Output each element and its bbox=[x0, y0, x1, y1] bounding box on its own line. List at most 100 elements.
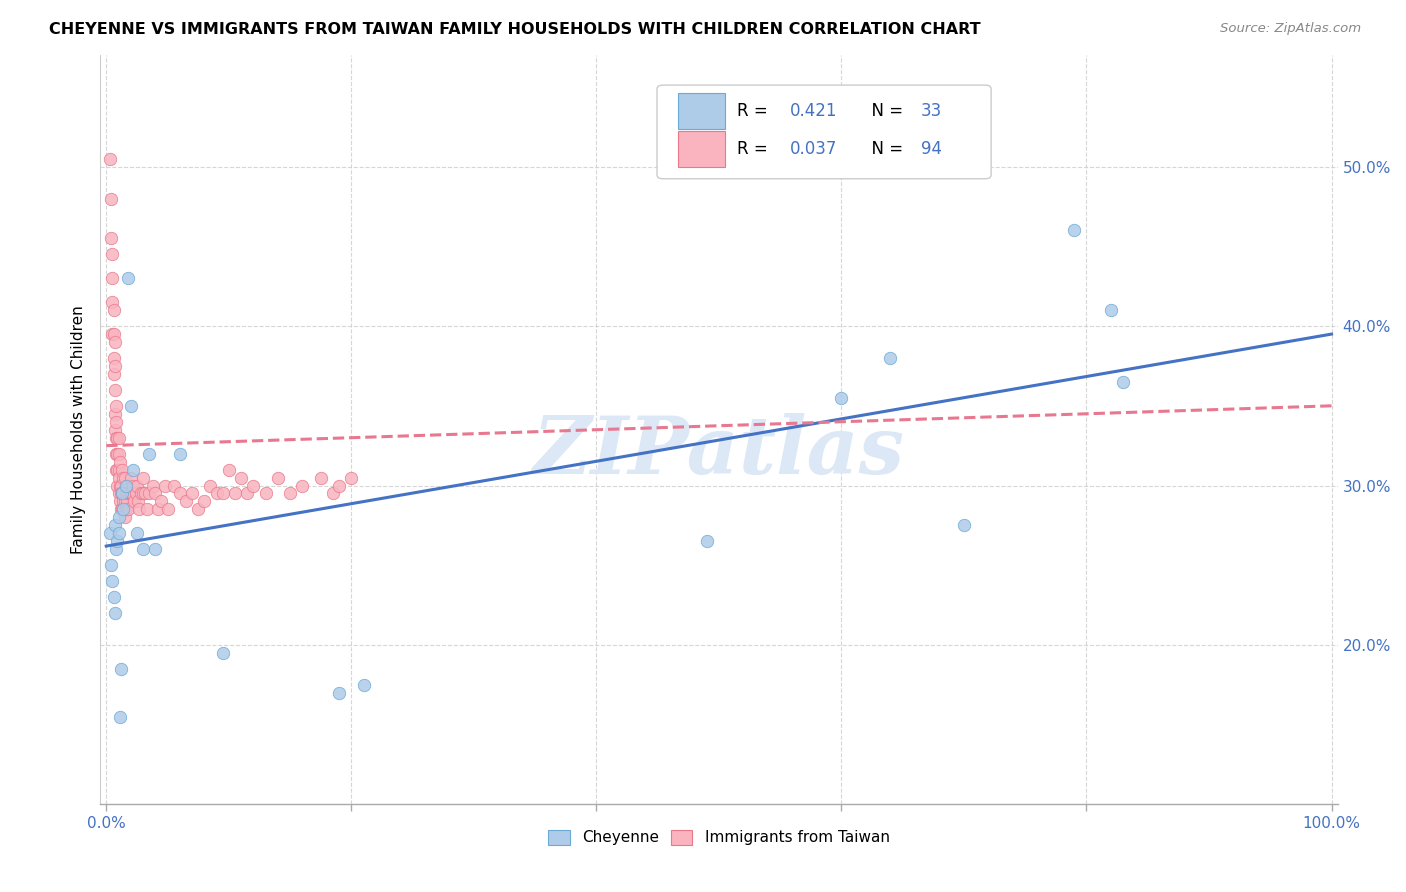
Point bbox=[101, 574, 124, 589]
FancyBboxPatch shape bbox=[678, 131, 725, 167]
Point bbox=[174, 494, 197, 508]
Point bbox=[117, 271, 139, 285]
Point bbox=[105, 534, 128, 549]
Point bbox=[103, 351, 125, 365]
Point bbox=[205, 486, 228, 500]
Point bbox=[107, 447, 129, 461]
Point bbox=[129, 486, 152, 500]
Point bbox=[125, 526, 148, 541]
Point bbox=[830, 391, 852, 405]
Point bbox=[200, 478, 222, 492]
Point bbox=[278, 486, 301, 500]
Point bbox=[118, 486, 141, 500]
Point bbox=[107, 470, 129, 484]
Point bbox=[108, 454, 131, 468]
Point bbox=[108, 494, 131, 508]
Point bbox=[105, 415, 128, 429]
Text: Source: ZipAtlas.com: Source: ZipAtlas.com bbox=[1220, 22, 1361, 36]
Point bbox=[696, 534, 718, 549]
Point bbox=[114, 494, 136, 508]
Point bbox=[134, 486, 156, 500]
Point bbox=[101, 247, 124, 261]
Point bbox=[115, 478, 138, 492]
Point bbox=[163, 478, 186, 492]
Point bbox=[104, 383, 127, 397]
Point bbox=[100, 231, 122, 245]
Point bbox=[100, 558, 122, 573]
Point bbox=[108, 709, 131, 723]
Point bbox=[103, 367, 125, 381]
Point bbox=[122, 478, 145, 492]
Point bbox=[953, 518, 976, 533]
Point bbox=[143, 486, 166, 500]
Point bbox=[110, 486, 132, 500]
Point bbox=[218, 462, 240, 476]
Point bbox=[105, 447, 128, 461]
Point bbox=[101, 295, 124, 310]
Point bbox=[322, 486, 344, 500]
Point bbox=[122, 462, 145, 476]
Point bbox=[101, 271, 124, 285]
Point bbox=[112, 494, 135, 508]
Point bbox=[111, 462, 134, 476]
Point bbox=[328, 478, 350, 492]
Point bbox=[138, 486, 160, 500]
Point bbox=[98, 152, 121, 166]
Point bbox=[125, 478, 148, 492]
Point bbox=[107, 526, 129, 541]
Point bbox=[115, 486, 138, 500]
Point bbox=[104, 606, 127, 620]
Point bbox=[115, 478, 138, 492]
Point bbox=[353, 678, 375, 692]
Point bbox=[309, 470, 332, 484]
Point bbox=[169, 447, 191, 461]
Point bbox=[124, 494, 146, 508]
Point bbox=[101, 327, 124, 342]
Point bbox=[111, 486, 134, 500]
Point bbox=[105, 431, 128, 445]
Point bbox=[103, 327, 125, 342]
Point bbox=[111, 502, 134, 516]
Point bbox=[105, 478, 128, 492]
Point bbox=[156, 502, 179, 516]
Point bbox=[111, 486, 134, 500]
Point bbox=[153, 478, 176, 492]
Point bbox=[132, 542, 155, 557]
Point bbox=[112, 502, 135, 516]
Point bbox=[112, 470, 135, 484]
Point bbox=[124, 486, 146, 500]
Point bbox=[142, 478, 165, 492]
Point bbox=[105, 462, 128, 476]
Point bbox=[143, 542, 166, 557]
Point bbox=[211, 646, 233, 660]
Text: 33: 33 bbox=[921, 103, 942, 120]
Point bbox=[242, 478, 264, 492]
Point bbox=[115, 502, 138, 516]
Point bbox=[114, 510, 136, 524]
Point bbox=[105, 542, 128, 557]
Point bbox=[120, 486, 142, 500]
Text: N =: N = bbox=[862, 103, 908, 120]
Point bbox=[104, 518, 127, 533]
Point bbox=[138, 447, 160, 461]
Point bbox=[128, 502, 150, 516]
Point bbox=[110, 502, 132, 516]
Point bbox=[211, 486, 233, 500]
Text: N =: N = bbox=[862, 140, 908, 158]
Point bbox=[110, 662, 132, 676]
Point bbox=[105, 447, 128, 461]
Text: R =: R = bbox=[737, 140, 773, 158]
Point bbox=[107, 486, 129, 500]
Text: CHEYENNE VS IMMIGRANTS FROM TAIWAN FAMILY HOUSEHOLDS WITH CHILDREN CORRELATION C: CHEYENNE VS IMMIGRANTS FROM TAIWAN FAMIL… bbox=[49, 22, 981, 37]
Point bbox=[120, 470, 142, 484]
Point bbox=[100, 192, 122, 206]
Point bbox=[98, 526, 121, 541]
Point bbox=[107, 431, 129, 445]
Text: ZIPatlas: ZIPatlas bbox=[533, 414, 905, 491]
Point bbox=[150, 494, 173, 508]
Point bbox=[1112, 375, 1135, 389]
Point bbox=[236, 486, 259, 500]
Point bbox=[104, 423, 127, 437]
Point bbox=[254, 486, 277, 500]
Point bbox=[104, 407, 127, 421]
